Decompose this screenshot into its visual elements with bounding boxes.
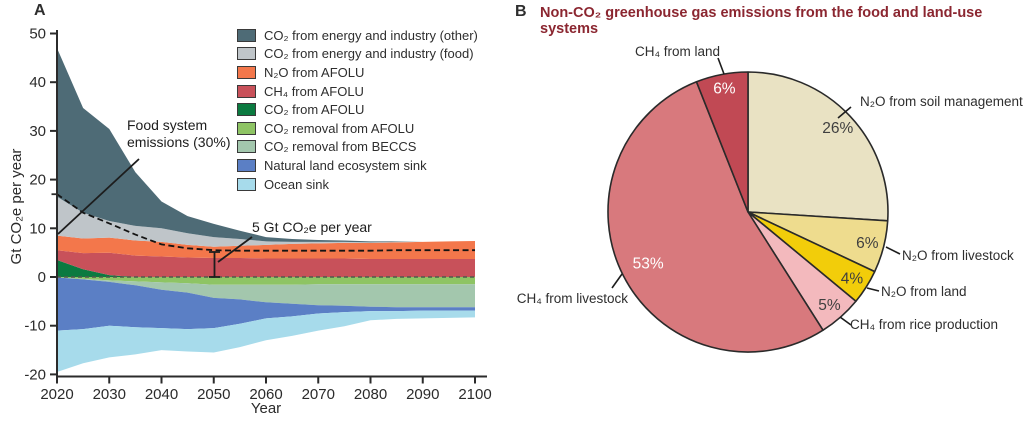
pie-label-ch4-from-land: CH₄ from land (634, 44, 720, 59)
legend-item-co2-energy-other: CO₂ from energy and industry (other) (237, 26, 478, 45)
legend-swatch-co2-removal-afolu (237, 121, 256, 135)
legend-label: CO₂ from AFOLU (264, 102, 365, 118)
pie-pct-label-ch4-rice: 5% (818, 297, 841, 314)
area-ocean-sink (57, 310, 475, 372)
pie-pct-label-n2o-soil: 26% (822, 120, 853, 137)
pie-label-n2o-from-livestock: N₂O from livestock (902, 248, 1014, 263)
x-tick-label: 2100 (458, 386, 491, 403)
y-tick-label: 50 (29, 26, 46, 43)
y-tick-label: -20 (24, 366, 46, 383)
legend-item-natural-land-sink: Natural land ecosystem sink (237, 156, 478, 175)
legend-item-co2-energy-food: CO₂ from energy and industry (food) (237, 45, 478, 64)
legend-swatch-co2-afolu (237, 103, 256, 117)
legend-item-ocean-sink: Ocean sink (237, 175, 478, 194)
x-tick-label: 2030 (93, 386, 126, 403)
food-system-emissions-line (56, 193, 475, 252)
x-tick-label: 2050 (197, 386, 230, 403)
stacked-area-chart: 50 40 30 20 10 0 -10 -20 2020 2030 2040 2050 2060 207… (24, 26, 491, 404)
legend-label: Natural land ecosystem sink (264, 157, 427, 173)
x-tick-label: 2060 (249, 386, 282, 403)
pie-pct-label-ch4-livestock: 53% (633, 255, 664, 272)
legend-label: Ocean sink (264, 176, 330, 192)
pie-leader-line (885, 246, 901, 255)
area-n2o-afolu (57, 235, 475, 259)
annotation-five-gt: 5 Gt CO₂e per year (252, 219, 372, 235)
legend-item-ch4-afolu: CH₄ from AFOLU (237, 82, 478, 101)
area-co2-removal-afolu (57, 277, 475, 285)
pie-leader-line (717, 57, 725, 75)
panel-b: B Non-CO₂ greenhouse gas emissions from … (510, 0, 1024, 421)
area-ch4-afolu (57, 250, 475, 277)
legend-swatch-n2o-afolu (237, 65, 256, 79)
panel-a-label: A (34, 2, 46, 19)
legend-label: CH₄ from AFOLU (264, 83, 364, 99)
pie-leader-line (839, 316, 852, 326)
axes (56, 30, 487, 378)
legend-item-co2-afolu: CO₂ from AFOLU (237, 100, 478, 119)
panel-b-label: B (515, 3, 527, 20)
area-co2-removal-beccs (57, 277, 475, 308)
pie-pct-label-ch4-land: 6% (713, 81, 736, 98)
pie-slice-n2o-soil (747, 71, 889, 222)
pie-leader-line (611, 273, 623, 289)
legend-swatch-co2-removal-beccs (237, 140, 256, 154)
y-tick-label: 40 (29, 74, 46, 91)
x-tick-label: 2020 (40, 386, 73, 403)
pie-pct-label-n2o-livestock: 6% (856, 235, 879, 252)
legend-label: CO₂ removal from BECCS (264, 139, 417, 155)
panel-a: A 50 40 30 20 10 0 -10 -20 2020 2030 2040 2050 2060 2… (0, 0, 510, 421)
area-natural-land-sink (57, 277, 475, 331)
y-tick-label: 30 (29, 123, 46, 140)
legend-label: CO₂ from energy and industry (food) (264, 46, 474, 62)
y-tick-label: 10 (29, 220, 46, 237)
pie-label-n2o-from-land: N₂O from land (881, 284, 967, 299)
x-axis-label: Year (250, 400, 282, 417)
pie-label-ch4-from-rice-production: CH₄ from rice production (850, 317, 999, 332)
legend-swatch-co2-energy-food (237, 47, 256, 61)
pie-pct-label-n2o-land: 4% (841, 271, 864, 288)
pie-chart: 26% 6% 4%5% 53% 6% (607, 57, 901, 353)
y-tick-label: 20 (29, 172, 46, 189)
legend-swatch-ch4-afolu (237, 84, 256, 98)
legend-label: CO₂ removal from AFOLU (264, 120, 415, 136)
pie-label-n2o-from-soil-management: N₂O from soil management (860, 94, 1023, 109)
x-tick-label: 2070 (302, 386, 335, 403)
legend-label: CO₂ from energy and industry (other) (264, 27, 478, 43)
y-tick-label: 0 (38, 269, 46, 286)
y-tick-label: -10 (24, 318, 46, 335)
y-axis-label: Gt CO₂e per year (8, 148, 25, 265)
legend-swatch-ocean-sink (237, 177, 256, 191)
x-tick-label: 2080 (354, 386, 387, 403)
pie-leader-line (837, 106, 852, 119)
legend-item-co2-removal-beccs: CO₂ removal from BECCS (237, 138, 478, 157)
x-tick-label: 2040 (145, 386, 178, 403)
legend-item-co2-removal-afolu: CO₂ removal from AFOLU (237, 119, 478, 138)
five-gt-bracket (209, 236, 253, 278)
legend: CO₂ from energy and industry (other) CO₂ … (237, 26, 478, 193)
x-tick-label: 2090 (406, 386, 439, 403)
pie-slice-ch4-livestock (607, 81, 824, 353)
pie-label-ch4-from-livestock: CH₄ from livestock (516, 291, 628, 306)
legend-item-n2o-afolu: N₂O from AFOLU (237, 63, 478, 82)
area-co2-energy-food (57, 196, 475, 247)
legend-label: N₂O from AFOLU (264, 64, 365, 80)
legend-swatch-natural-land-sink (237, 158, 256, 172)
pie-leader-line (866, 287, 880, 292)
legend-swatch-co2-energy-other (237, 28, 256, 42)
annotation-food-system-emissions: Food system emissions (30%) (127, 117, 231, 150)
pie-slice-ch4-land (695, 71, 749, 213)
food-annotation-leader-line (57, 158, 140, 235)
pie-chart-title: Non-CO₂ greenhouse gas emissions from th… (540, 5, 983, 37)
area-co2-afolu (57, 260, 475, 277)
